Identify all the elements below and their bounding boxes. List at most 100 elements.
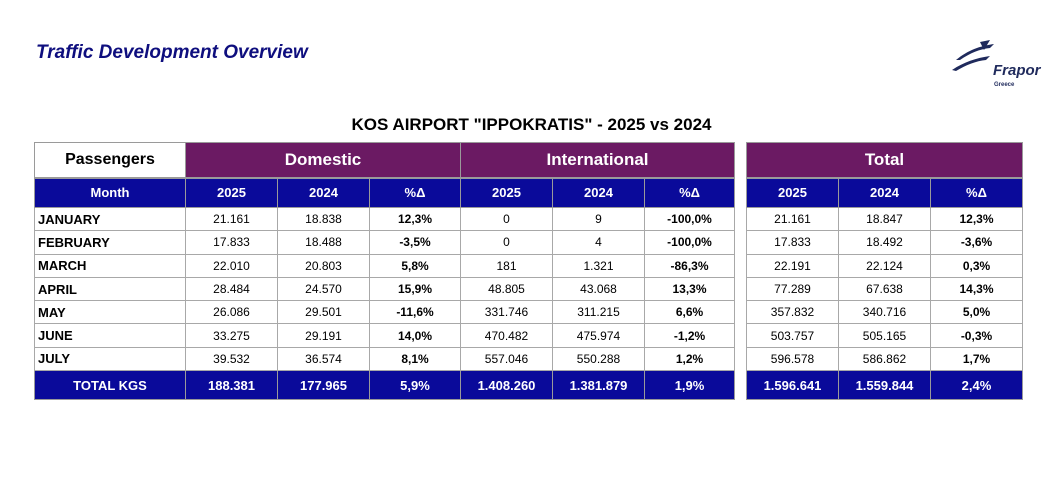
cell-d25: 28.484	[185, 276, 278, 302]
cell-i24: 4	[552, 230, 645, 255]
cell-i25: 331.746	[460, 300, 553, 325]
table-row: MARCH 22.010 20.803 5,8% 181 1.321 -86,3%	[34, 253, 736, 278]
grand-total-2025: 1.596.641	[746, 370, 839, 401]
total-domestic-pct: 5,9%	[369, 370, 461, 401]
cell-dp: 5,8%	[369, 253, 461, 278]
table-row: 77.289 67.638 14,3%	[746, 276, 1023, 302]
logo-sub: Greece	[994, 82, 1015, 88]
cell-dp: 14,0%	[369, 323, 461, 348]
cell-i25: 470.482	[460, 323, 553, 348]
domestic-2024-header: 2024	[277, 177, 370, 208]
total-2024-header: 2024	[838, 177, 931, 208]
cell-d24: 18.488	[277, 230, 370, 255]
table-row: JUNE 33.275 29.191 14,0% 470.482 475.974 -1,2%	[34, 323, 736, 348]
table-row: 503.757 505.165 -0,3%	[746, 323, 1023, 348]
international-2025-header: 2025	[460, 177, 553, 208]
cell-d25: 26.086	[185, 300, 278, 325]
total-international-2025: 1.408.260	[460, 370, 553, 401]
cell-month: APRIL	[34, 276, 186, 302]
cell-ip: -86,3%	[643, 253, 736, 278]
cell-t24: 586.862	[838, 346, 931, 372]
cell-tp: -0,3%	[930, 323, 1023, 348]
cell-i25: 181	[460, 253, 553, 278]
total-pct-header: %Δ	[930, 177, 1023, 208]
cell-i24: 43.068	[552, 276, 645, 302]
table-row: APRIL 28.484 24.570 15,9% 48.805 43.068 13,3%	[34, 276, 736, 302]
cell-d25: 33.275	[185, 323, 278, 348]
cell-t24: 18.847	[838, 206, 931, 232]
cell-tp: 5,0%	[930, 300, 1023, 325]
cell-dp: -11,6%	[369, 300, 461, 325]
cell-d25: 39.532	[185, 346, 278, 372]
cell-dp: 15,9%	[369, 276, 461, 302]
cell-ip: -100,0%	[643, 230, 736, 255]
cell-t25: 596.578	[746, 346, 839, 372]
cell-i24: 475.974	[552, 323, 645, 348]
cell-dp: -3,5%	[369, 230, 461, 255]
cell-t24: 505.165	[838, 323, 931, 348]
cell-t24: 18.492	[838, 230, 931, 255]
domestic-header: Domestic	[185, 142, 461, 179]
cell-month: FEBRUARY	[34, 230, 186, 255]
report-title: KOS AIRPORT "IPPOKRATIS" - 2025 vs 2024	[351, 115, 712, 134]
cell-d25: 17.833	[185, 230, 278, 255]
frapor-logo-icon	[952, 40, 994, 71]
table-row: JANUARY 21.161 18.838 12,3% 0 9 -100,0%	[34, 206, 736, 232]
cell-month: MAY	[34, 300, 186, 325]
cell-t25: 17.833	[746, 230, 839, 255]
cell-dp: 8,1%	[369, 346, 461, 372]
cell-i24: 9	[552, 206, 645, 232]
cell-t24: 22.124	[838, 253, 931, 278]
cell-d25: 22.010	[185, 253, 278, 278]
cell-t25: 22.191	[746, 253, 839, 278]
cell-d24: 24.570	[277, 276, 370, 302]
cell-tp: -3,6%	[930, 230, 1023, 255]
cell-tp: 0,3%	[930, 253, 1023, 278]
total-label: TOTAL KGS	[34, 370, 186, 401]
total-domestic-2025: 188.381	[185, 370, 278, 401]
passengers-header: Passengers	[34, 142, 186, 179]
logo-name: Frapor	[993, 62, 1041, 79]
international-pct-header: %Δ	[643, 177, 736, 208]
table-row: MAY 26.086 29.501 -11,6% 331.746 311.215 6,6%	[34, 300, 736, 325]
cell-i25: 557.046	[460, 346, 553, 372]
table-row: 21.161 18.847 12,3%	[746, 206, 1023, 232]
total-row: TOTAL KGS 188.381 177.965 5,9% 1.408.260…	[34, 370, 736, 401]
table-row: 22.191 22.124 0,3%	[746, 253, 1023, 278]
cell-d24: 20.803	[277, 253, 370, 278]
domestic-2025-header: 2025	[185, 177, 278, 208]
grand-total-pct: 2,4%	[930, 370, 1023, 401]
cell-month: JUNE	[34, 323, 186, 348]
table-row: FEBRUARY 17.833 18.488 -3,5% 0 4 -100,0%	[34, 230, 736, 255]
cell-t25: 77.289	[746, 276, 839, 302]
cell-month: JULY	[34, 346, 186, 372]
cell-ip: -1,2%	[643, 323, 736, 348]
cell-t24: 340.716	[838, 300, 931, 325]
cell-i25: 0	[460, 206, 553, 232]
cell-ip: 1,2%	[643, 346, 736, 372]
cell-i25: 48.805	[460, 276, 553, 302]
cell-i24: 311.215	[552, 300, 645, 325]
cell-i24: 550.288	[552, 346, 645, 372]
cell-t25: 503.757	[746, 323, 839, 348]
cell-t24: 67.638	[838, 276, 931, 302]
cell-d24: 18.838	[277, 206, 370, 232]
cell-t25: 21.161	[746, 206, 839, 232]
cell-i25: 0	[460, 230, 553, 255]
cell-i24: 1.321	[552, 253, 645, 278]
cell-dp: 12,3%	[369, 206, 461, 232]
cell-month: MARCH	[34, 253, 186, 278]
cell-d24: 29.191	[277, 323, 370, 348]
total-header: Total	[746, 142, 1023, 179]
cell-d24: 36.574	[277, 346, 370, 372]
table-row: 17.833 18.492 -3,6%	[746, 230, 1023, 255]
cell-tp: 14,3%	[930, 276, 1023, 302]
total-international-pct: 1,9%	[643, 370, 736, 401]
cell-ip: 13,3%	[643, 276, 736, 302]
cell-t25: 357.832	[746, 300, 839, 325]
domestic-pct-header: %Δ	[369, 177, 461, 208]
cell-tp: 12,3%	[930, 206, 1023, 232]
grand-total-row: 1.596.641 1.559.844 2,4%	[746, 370, 1023, 401]
cell-d24: 29.501	[277, 300, 370, 325]
international-header: International	[459, 142, 736, 179]
